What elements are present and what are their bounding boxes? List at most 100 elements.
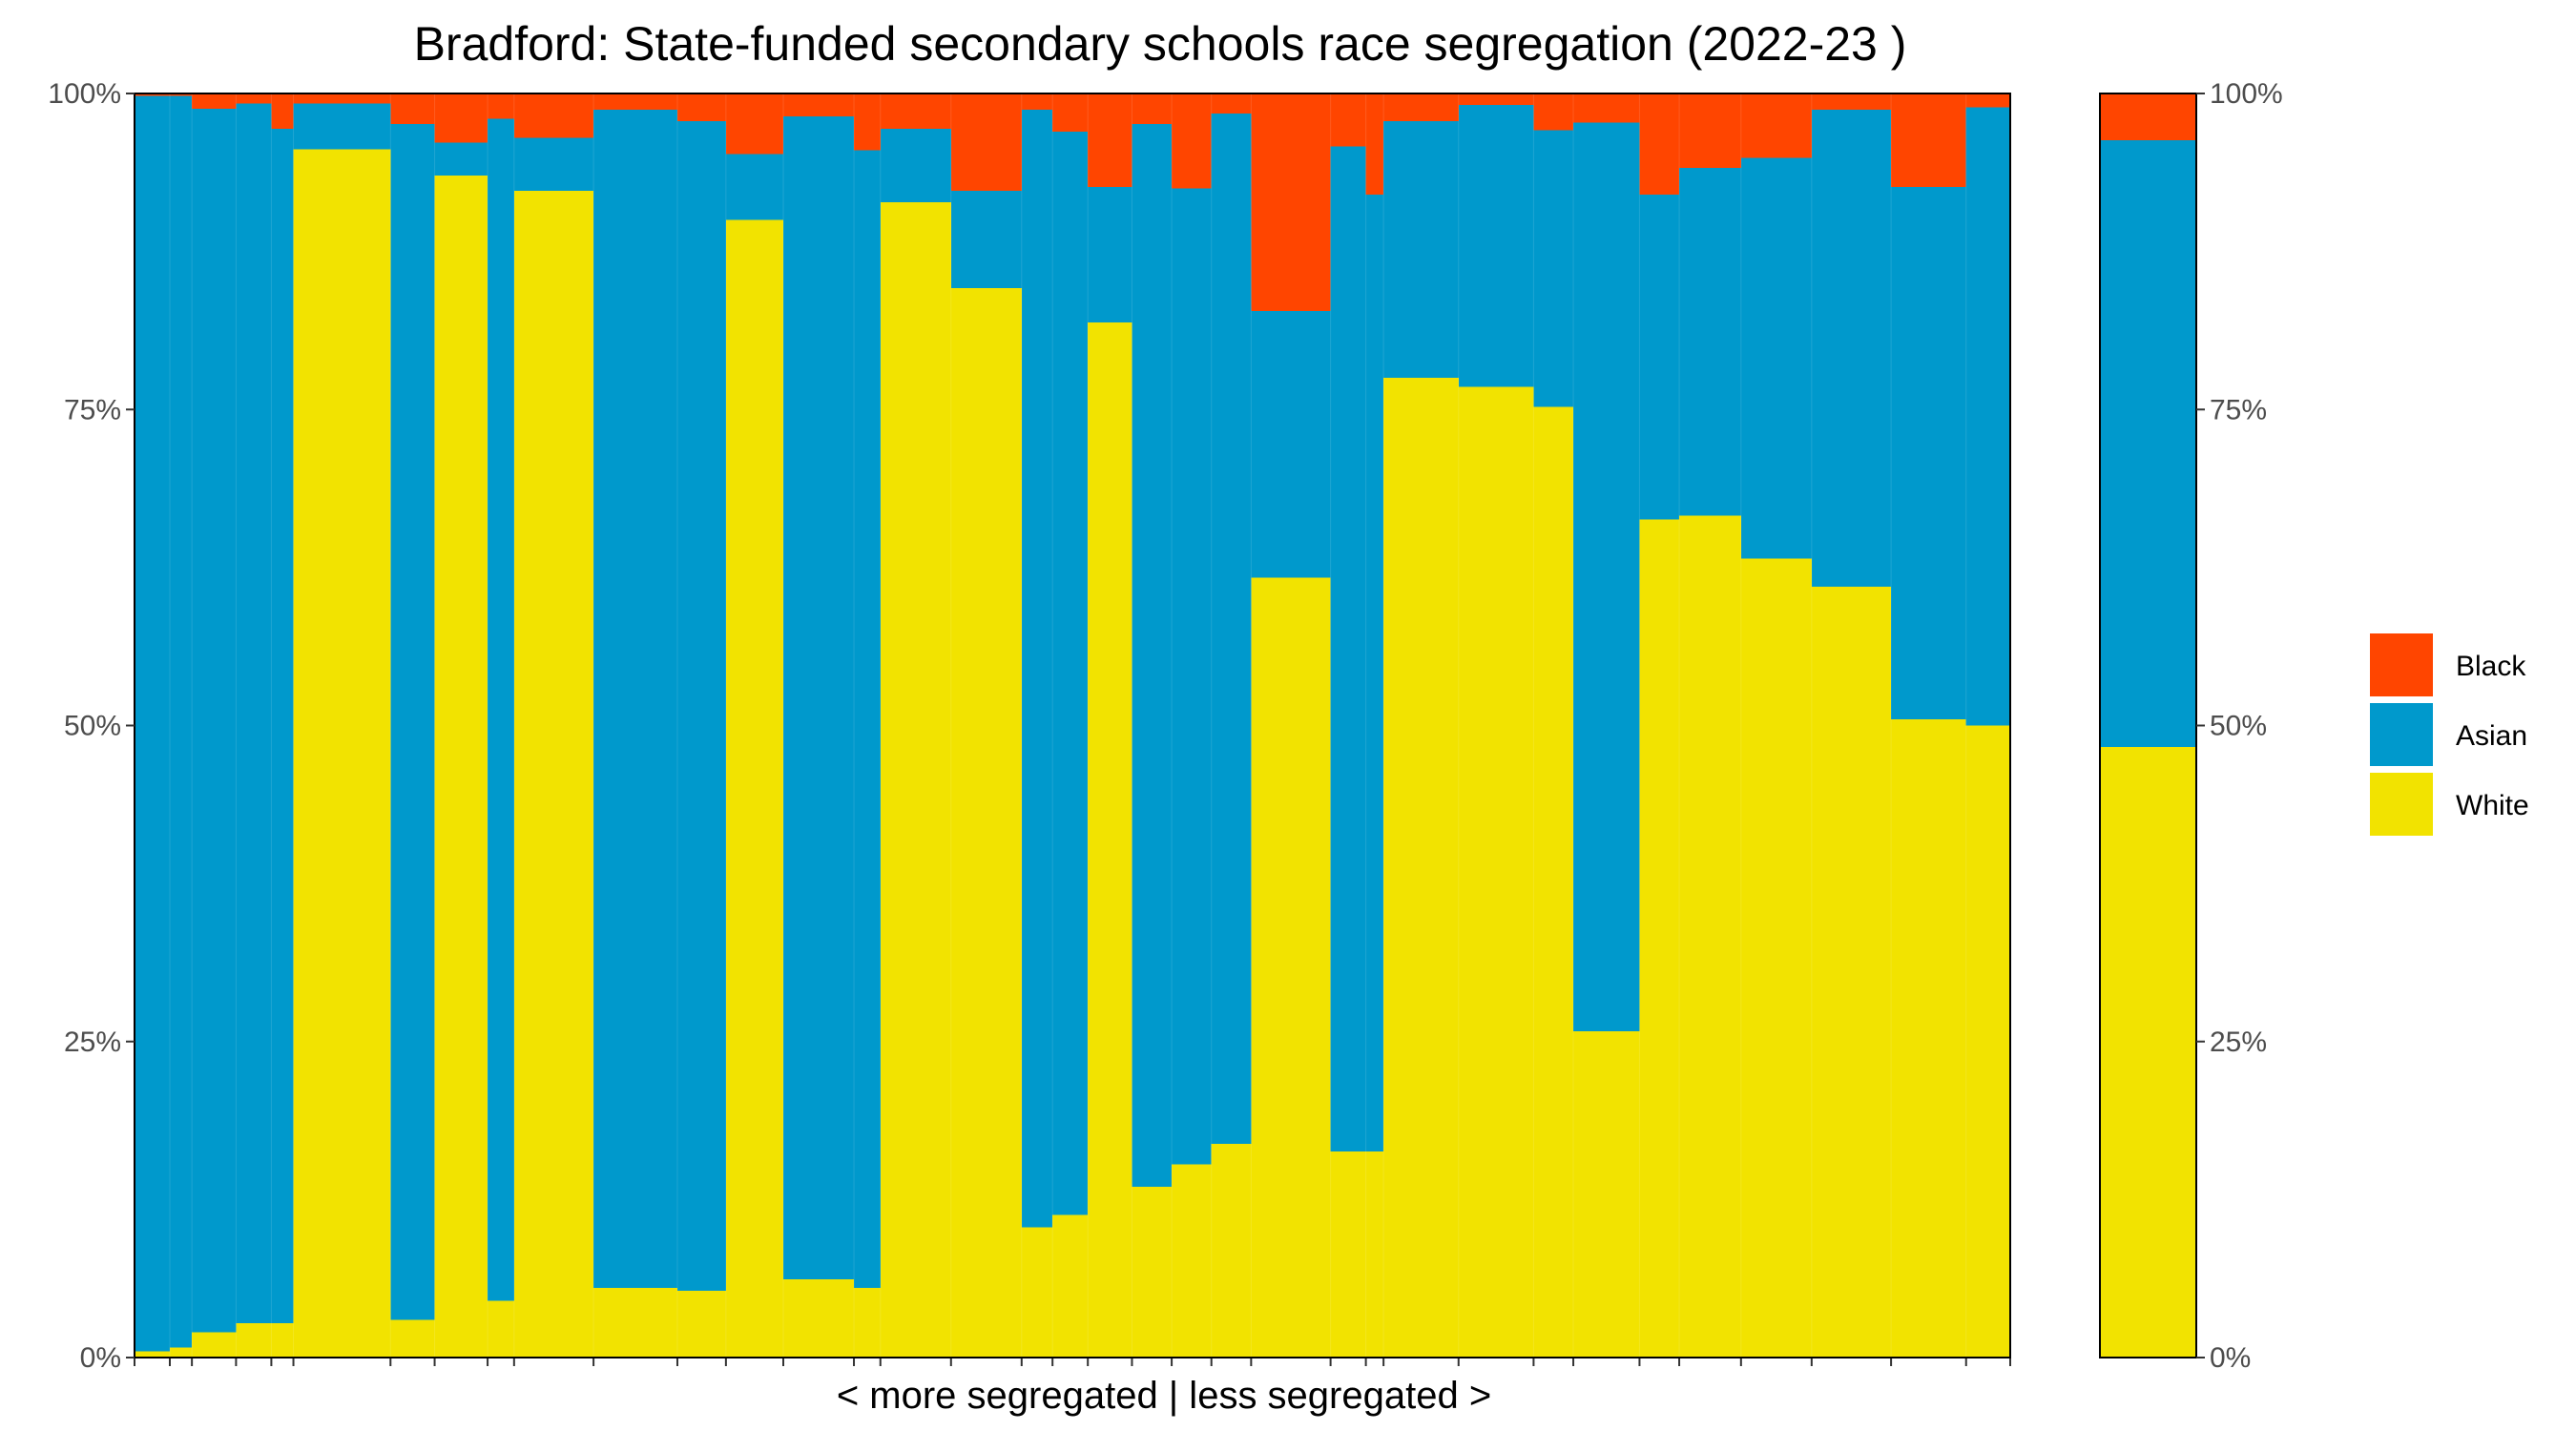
bar-segment-black-28: [1533, 93, 1574, 131]
bar-segment-asian-17: [1021, 110, 1053, 1228]
bar-segment-white-13: [783, 1278, 855, 1358]
bar-segment-black-22: [1211, 93, 1252, 114]
bar-segment-black-23: [1251, 93, 1331, 311]
bar-segment-black-34: [1891, 93, 1966, 188]
bar-segment-asian-12: [725, 154, 784, 220]
bar-segment-black-17: [1021, 93, 1053, 111]
bar-segment-asian-5: [293, 103, 391, 150]
bar-segment-black-7: [434, 93, 488, 143]
bar-segment-white-19: [1088, 321, 1132, 1358]
bar-segment-white-15: [880, 201, 951, 1358]
bar-segment-white-28: [1533, 406, 1574, 1358]
bar-segment-asian-32: [1740, 157, 1812, 559]
bar-segment-white-21: [1172, 1164, 1212, 1358]
bar-segment-black-8: [488, 93, 514, 119]
bar-segment-white-34: [1891, 718, 1966, 1358]
bar-segment-white-9: [513, 191, 594, 1358]
bar-segment-black-27: [1458, 93, 1534, 105]
bar-segment-asian-11: [676, 121, 726, 1291]
bar-segment-black-20: [1132, 93, 1173, 124]
bar-segment-black-16: [950, 93, 1022, 192]
bar-segment-asian-33: [1811, 110, 1892, 587]
legend-label-black: Black: [2456, 651, 2526, 682]
bar-segment-white-5: [293, 149, 391, 1358]
bar-segment-white-20: [1132, 1187, 1173, 1358]
bar-segment-white-30: [1639, 519, 1680, 1358]
y-axis-left: 0% 25% 50% 75% 100%: [48, 78, 135, 1374]
bar-segment-white-10: [593, 1288, 677, 1358]
bar-segment-black-2: [192, 93, 237, 109]
bar-segment-black-15: [880, 93, 951, 130]
bar-segment-white-22: [1211, 1144, 1252, 1358]
bar-segment-white-31: [1679, 515, 1741, 1358]
bar-segment-asian-9: [513, 137, 594, 192]
bar-segment-asian-7: [434, 142, 488, 176]
bar-segment-asian-0: [135, 95, 171, 1352]
x-axis-ticks: [134, 1358, 2011, 1366]
bar-segment-asian-15: [880, 129, 951, 202]
bar-segment-white-0: [135, 1351, 171, 1358]
bar-segment-white-16: [950, 288, 1022, 1358]
bar-segment-asian-21: [1172, 188, 1212, 1165]
legend-label-white: White: [2456, 790, 2529, 821]
bar-segment-asian-6: [390, 123, 435, 1320]
bar-segment-black-0: [135, 93, 171, 96]
bar-segment-white-4: [271, 1323, 294, 1358]
bar-segment-asian-14: [854, 150, 881, 1289]
bar-segment-white-25: [1365, 1151, 1384, 1358]
y-tick-label-right: 0%: [2210, 1342, 2251, 1374]
y-tick-label-left: 100%: [48, 78, 121, 110]
bar-segment-asian-2: [192, 108, 237, 1333]
bar-segment-asian-20: [1132, 123, 1173, 1188]
bar-segment-black-10: [593, 93, 677, 111]
legend: Black Asian White: [2370, 633, 2529, 836]
bar-segment-black-33: [1811, 93, 1892, 111]
bar-segment-black-3: [236, 93, 272, 104]
bar-segment-asian-29: [1573, 122, 1640, 1032]
bar-segment-white-7: [434, 176, 488, 1358]
y-tick-label-left: 25%: [64, 1027, 121, 1058]
bar-segment-asian-30: [1639, 195, 1680, 520]
bar-segment-black-1: [170, 93, 193, 96]
bar-segment-asian-3: [236, 103, 272, 1324]
y-tick-label-right: 25%: [2210, 1027, 2267, 1058]
bar-segment-asian-10: [593, 110, 677, 1289]
bar-segment-black-26: [1383, 93, 1459, 122]
bar-segment-black-19: [1088, 93, 1132, 188]
bar-segment-white-24: [1330, 1151, 1366, 1358]
bar-segment-black-24: [1330, 93, 1366, 147]
y-tick-label-right: 75%: [2210, 394, 2267, 425]
school-bars: [135, 93, 2010, 1358]
bar-segment-asian-13: [783, 115, 855, 1279]
legend-key-white: [2370, 773, 2433, 836]
bar-segment-black-9: [513, 93, 594, 138]
bar-segment-black-29: [1573, 93, 1640, 123]
bar-segment-asian-22: [1211, 114, 1252, 1145]
bar-segment-black-31: [1679, 93, 1741, 169]
bar-segment-black-5: [293, 93, 391, 104]
x-axis-label: < more segregated | less segregated >: [837, 1375, 1491, 1417]
y-tick-label-left: 75%: [64, 394, 121, 425]
bar-segment-black-12: [725, 93, 784, 155]
bar-segment-white-32: [1740, 558, 1812, 1358]
bar-segment-asian-34: [1891, 187, 1966, 719]
bar-segment-white-18: [1052, 1214, 1089, 1358]
bar-segment-white-33: [1811, 586, 1892, 1358]
y-tick-label-right: 50%: [2210, 711, 2267, 742]
bar-segment-white-8: [488, 1300, 514, 1358]
bar-segment-black-14: [854, 93, 881, 151]
bar-segment-white-2: [192, 1332, 237, 1358]
bar-segment-white-17: [1021, 1227, 1053, 1358]
bar-segment-white-29: [1573, 1031, 1640, 1358]
bar-segment-asian-31: [1679, 168, 1741, 516]
legend-key-black: [2370, 633, 2433, 696]
bar-segment-asian-1: [170, 95, 193, 1348]
bar-segment-black-32: [1740, 93, 1812, 158]
bar-segment-white-overall: [2100, 747, 2196, 1358]
bar-segment-white-6: [390, 1319, 435, 1358]
bar-segment-asian-4: [271, 129, 294, 1324]
bar-segment-black-overall: [2100, 93, 2196, 141]
bar-segment-asian-18: [1052, 131, 1089, 1215]
bar-segment-black-11: [676, 93, 726, 122]
